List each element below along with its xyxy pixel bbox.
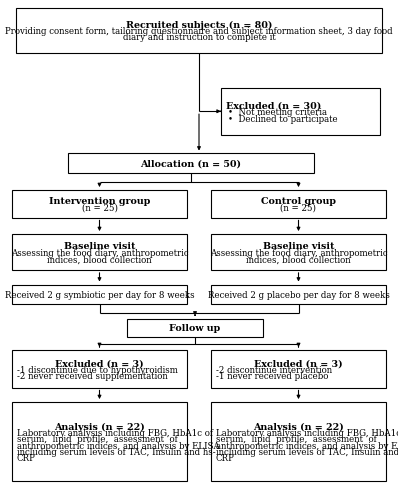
Bar: [12, 234, 187, 270]
Text: Laboratory analysis including FBG, HbA1c of: Laboratory analysis including FBG, HbA1c…: [216, 429, 398, 438]
Text: including serum levels of TAC, Insulin and hs-: including serum levels of TAC, Insulin a…: [17, 448, 215, 457]
Bar: [16, 8, 382, 52]
Bar: [12, 350, 187, 388]
Text: Excluded (n = 30): Excluded (n = 30): [226, 102, 321, 110]
Text: Assessing the food diary, anthropometric: Assessing the food diary, anthropometric: [210, 249, 387, 258]
Text: •  Not meeting criteria: • Not meeting criteria: [228, 108, 327, 118]
Text: Control group: Control group: [261, 198, 336, 206]
Text: -2 discontinue intervention: -2 discontinue intervention: [216, 366, 332, 375]
Text: including serum levels of TAC, Insulin and hs-: including serum levels of TAC, Insulin a…: [216, 448, 398, 457]
Text: (n = 25): (n = 25): [281, 204, 316, 213]
Text: Allocation (n = 50): Allocation (n = 50): [140, 160, 242, 168]
Text: Excluded (n = 3): Excluded (n = 3): [55, 359, 144, 368]
Text: indices, blood collection: indices, blood collection: [246, 256, 351, 264]
Bar: [127, 318, 263, 336]
Text: CRP: CRP: [17, 454, 35, 463]
Text: •  Declined to participate: • Declined to participate: [228, 114, 338, 124]
Text: Baseline visit: Baseline visit: [263, 242, 334, 252]
Text: -1 discontinue due to hypothyroidism: -1 discontinue due to hypothyroidism: [17, 366, 178, 375]
Bar: [211, 284, 386, 304]
Text: -2 never received supplementation: -2 never received supplementation: [17, 372, 168, 381]
Text: -1 never received placebo: -1 never received placebo: [216, 372, 328, 381]
Text: Analysis (n = 22): Analysis (n = 22): [54, 422, 145, 432]
Text: Excluded (n = 3): Excluded (n = 3): [254, 359, 343, 368]
Bar: [211, 234, 386, 270]
Text: indices, blood collection: indices, blood collection: [47, 256, 152, 264]
Text: anthropometric indices, and analysis by ELISA: anthropometric indices, and analysis by …: [17, 442, 219, 451]
Text: anthropometric indices, and analysis by ELISA: anthropometric indices, and analysis by …: [216, 442, 398, 451]
Text: serum,  lipid  profile,  assessment  of: serum, lipid profile, assessment of: [216, 436, 377, 444]
Bar: [211, 350, 386, 388]
Bar: [221, 88, 380, 135]
Text: Intervention group: Intervention group: [49, 198, 150, 206]
Text: Providing consent form, tailoring questionnaire and subject information sheet, 3: Providing consent form, tailoring questi…: [5, 27, 393, 36]
Text: CRP: CRP: [216, 454, 234, 463]
Bar: [68, 154, 314, 172]
Text: serum,  lipid  profile,  assessment  of: serum, lipid profile, assessment of: [17, 436, 178, 444]
Text: Received 2 g placebo per day for 8 weeks: Received 2 g placebo per day for 8 weeks: [208, 291, 389, 300]
Text: Baseline visit: Baseline visit: [64, 242, 135, 252]
Bar: [12, 284, 187, 304]
Bar: [12, 402, 187, 481]
Text: (n = 25): (n = 25): [82, 204, 117, 213]
Bar: [211, 402, 386, 481]
Bar: [211, 190, 386, 218]
Text: Follow up: Follow up: [170, 324, 220, 333]
Text: Recruited subjects (n = 80): Recruited subjects (n = 80): [126, 20, 272, 30]
Text: Received 2 g symbiotic per day for 8 weeks: Received 2 g symbiotic per day for 8 wee…: [5, 291, 194, 300]
Text: Laboratory analysis including FBG, HbA1c of: Laboratory analysis including FBG, HbA1c…: [17, 429, 213, 438]
Text: Assessing the food diary, anthropometric: Assessing the food diary, anthropometric: [11, 249, 188, 258]
Text: diary and instruction to complete it: diary and instruction to complete it: [123, 34, 275, 42]
Text: Analysis (n = 22): Analysis (n = 22): [253, 422, 344, 432]
Bar: [12, 190, 187, 218]
